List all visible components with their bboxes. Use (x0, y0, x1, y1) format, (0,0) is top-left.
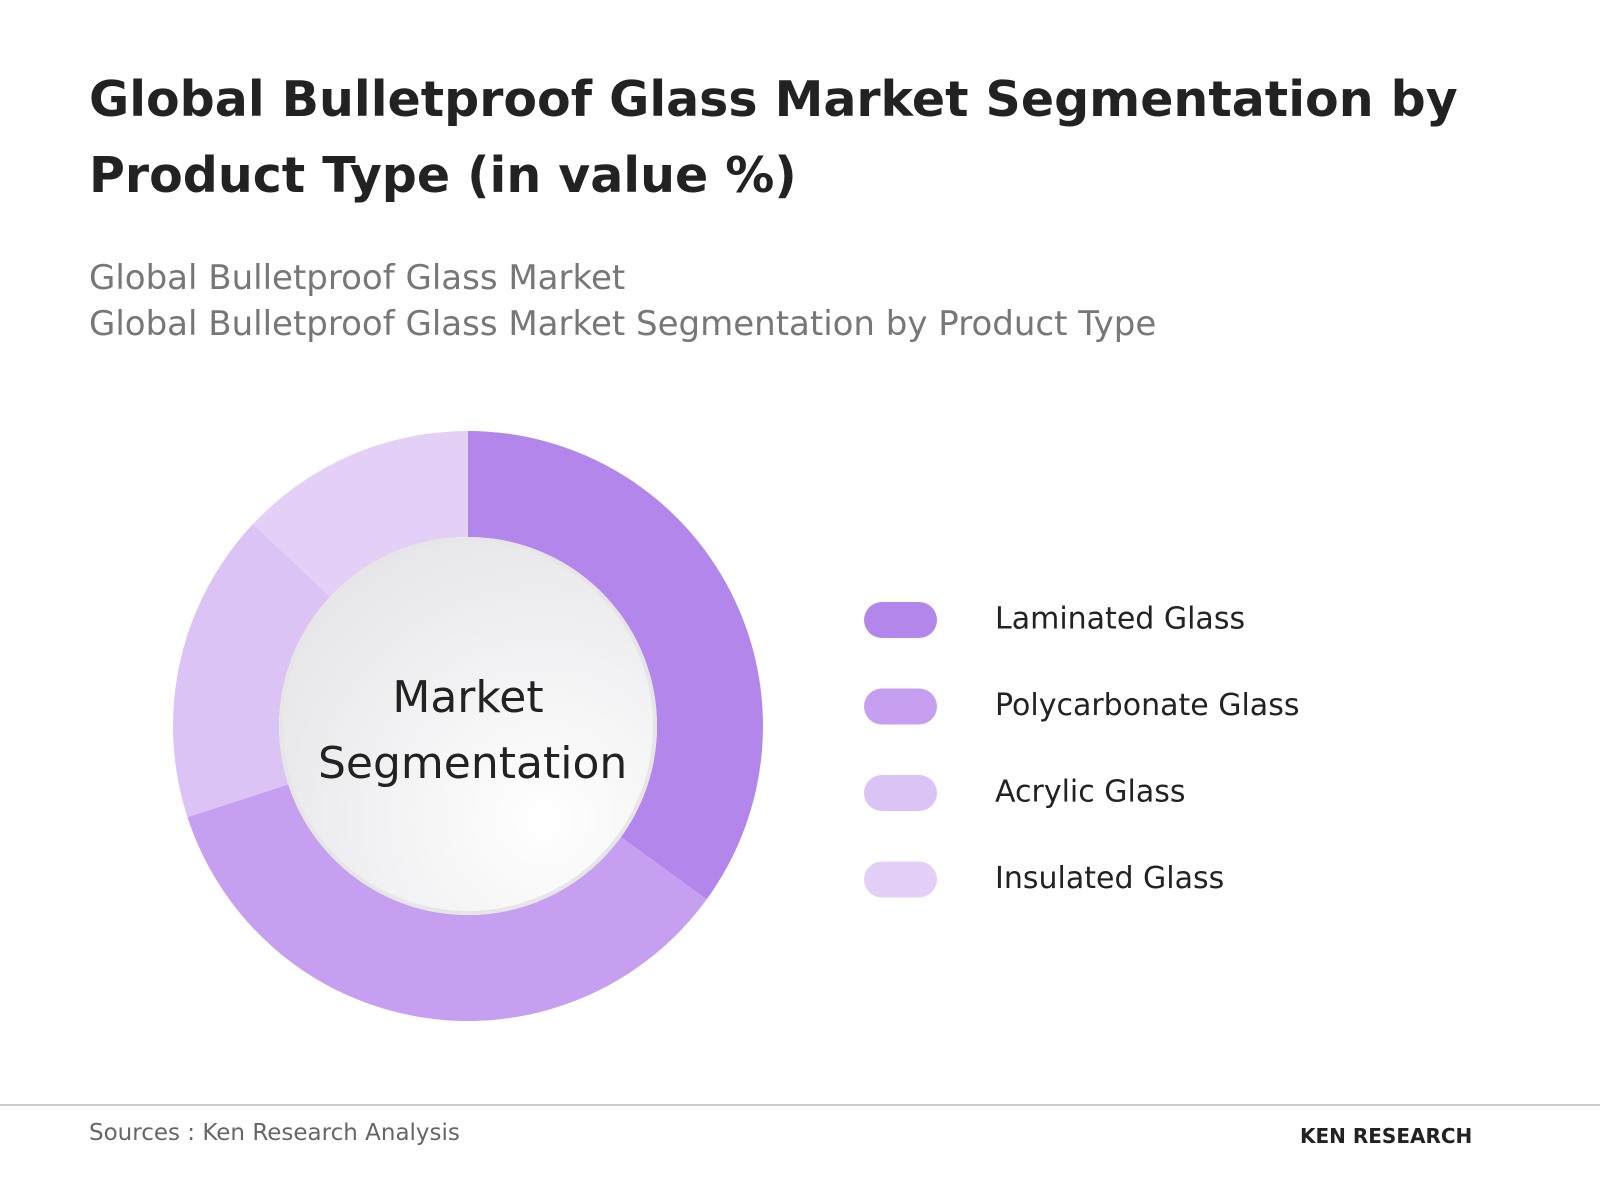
chart-title: Global Bulletproof Glass Market Segmenta… (89, 71, 1458, 204)
legend-swatch (864, 602, 937, 638)
chart: Laminated Glass Polycarbonate Glass Acryli… (173, 431, 1299, 1022)
legend-swatch (864, 775, 937, 811)
legend-swatch (864, 688, 937, 725)
donut-slice (173, 524, 331, 818)
donut-slice (187, 784, 707, 1022)
brand: KEN RESEARCH (1300, 1124, 1473, 1148)
footer-rule (0, 1104, 1600, 1106)
legend-label: Polycarbonate Glass (995, 688, 1299, 723)
donut-hole (279, 537, 657, 915)
source: Sources : Ken Research Analysis (89, 1120, 460, 1146)
subtitle: Global Bulletproof Glass Market Segmenta… (89, 304, 1157, 344)
donut-slice (252, 431, 468, 597)
donut-slice (468, 431, 763, 900)
legend-label: Insulated Glass (995, 861, 1224, 896)
legend-label: Acrylic Glass (995, 775, 1186, 810)
subtitle: Global Bulletproof Glass Market (89, 258, 626, 298)
center-label: Market Segmentation (318, 672, 628, 789)
legend-swatch (864, 861, 937, 898)
legend-label: Laminated Glass (995, 602, 1245, 637)
